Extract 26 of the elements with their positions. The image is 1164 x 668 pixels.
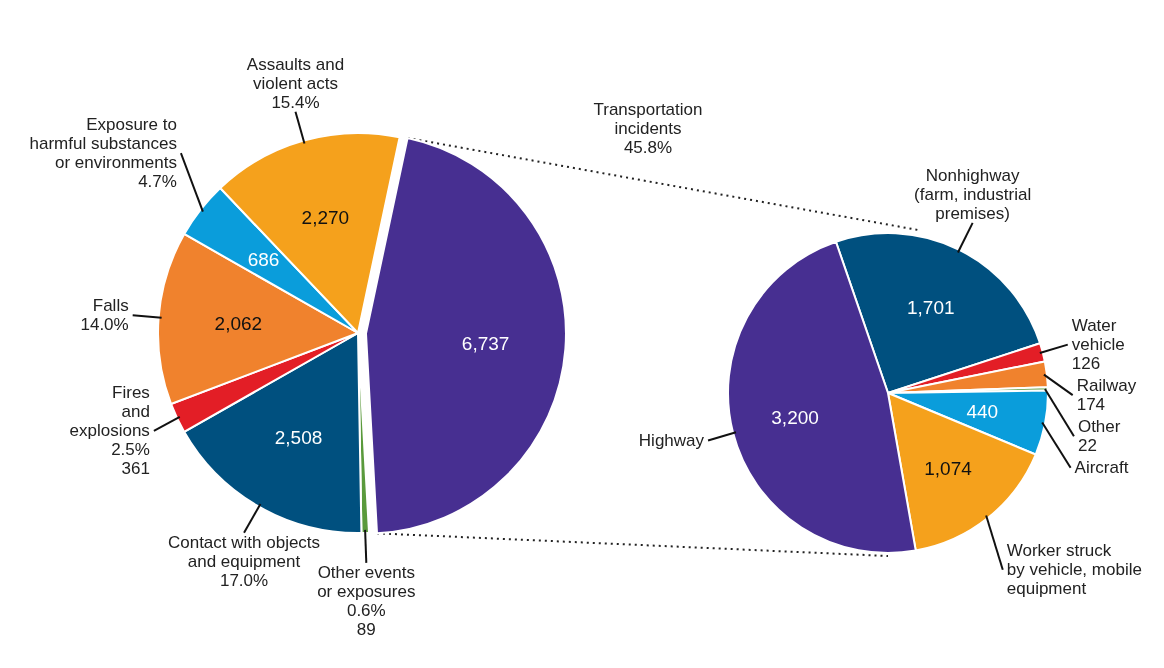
slice-label: Aircraft — [1074, 458, 1129, 478]
data-label: 2,508 — [274, 426, 323, 448]
data-label: 174 — [1076, 395, 1106, 415]
slice-label: Nonhighway (farm, industrial premises) — [914, 165, 1032, 223]
slice-label: Water vehicle — [1071, 316, 1125, 355]
slice-label: Assaults and violent acts 15.4% — [246, 54, 345, 112]
slice-label: Transportation incidents 45.8% — [593, 100, 703, 157]
data-label: 6,737 — [461, 332, 510, 354]
slice-label: Fires and explosions 2.5% — [69, 383, 150, 460]
data-label: 89 — [356, 619, 376, 639]
data-label: 1,701 — [906, 296, 955, 318]
data-label: 2,062 — [214, 313, 263, 335]
data-label: 126 — [1071, 354, 1101, 374]
data-label: 1,074 — [924, 457, 973, 479]
slice-label: Other — [1077, 417, 1121, 437]
slice-label: Highway — [638, 431, 705, 451]
slice-label: Falls 14.0% — [80, 296, 129, 335]
data-label: 3,200 — [771, 406, 819, 428]
slice-label: Worker struck by vehicle, mobile equipment — [1006, 541, 1142, 599]
data-label: 440 — [966, 400, 999, 422]
data-label: 361 — [121, 459, 150, 479]
data-label: 686 — [247, 248, 280, 270]
slice-label: Exposure to harmful substances or environments 4.7% — [29, 115, 177, 192]
data-label: 22 — [1077, 436, 1097, 456]
data-label: 2,270 — [301, 207, 350, 229]
slice-label: Railway — [1076, 376, 1137, 396]
